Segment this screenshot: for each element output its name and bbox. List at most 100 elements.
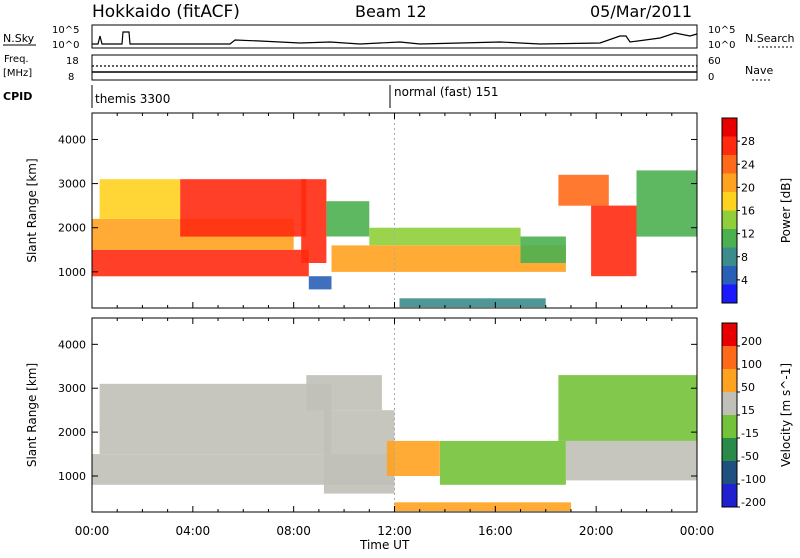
y-axis-label: Slant Range [km] — [25, 158, 39, 262]
scatter-region-5 — [439, 440, 566, 485]
colorbar-tick-label: 50 — [741, 381, 755, 394]
beam-title: Beam 12 — [355, 2, 427, 21]
scatter-region-2 — [99, 179, 181, 219]
scatter-region-1 — [99, 383, 332, 454]
colorbar-swatch-4 — [722, 415, 737, 439]
colorbar-tick-label: 12 — [741, 228, 755, 241]
x-tick-label: 00:00 — [680, 524, 715, 538]
scatter-region-4 — [386, 440, 440, 476]
scatter-region-6 — [565, 440, 697, 481]
nave-tick-high: 60 — [708, 56, 721, 67]
date-title: 05/Mar/2011 — [590, 2, 692, 21]
scatter-region-3 — [323, 410, 395, 494]
x-tick-label: 12:00 — [377, 524, 412, 538]
y-tick-label: 4000 — [58, 133, 86, 146]
y-axis-label: Slant Range [km] — [25, 363, 39, 467]
scatter-region-7 — [369, 227, 521, 246]
cpid-segment-2: normal (fast) 151 — [394, 85, 498, 99]
colorbar-swatch-3 — [722, 173, 737, 193]
scatter-region-4 — [301, 179, 327, 263]
y-tick-label: 1000 — [58, 470, 86, 483]
scatter-region-3 — [180, 179, 307, 237]
colorbar-swatch-8 — [722, 266, 737, 285]
colorbar-tick-label: 100 — [741, 358, 762, 371]
noise-series-line — [92, 31, 698, 45]
colorbar-swatch-0 — [722, 323, 737, 347]
colorbar-swatch-5 — [722, 210, 737, 230]
cpid-label: CPID — [3, 90, 32, 103]
power-panel: 1000 2000 3000 4000 Slant Range [km] 4 8 12 16 20… — [25, 112, 793, 309]
colorbar-swatch-9 — [722, 284, 737, 304]
colorbar-swatch-2 — [722, 369, 737, 393]
freq-label: Freq. — [4, 54, 29, 65]
colorbar-tick-label: 16 — [741, 205, 755, 218]
freq-strip-frame — [91, 54, 698, 81]
colorbar-label: Velocity [m s^-1] — [779, 363, 793, 467]
colorbar-swatch-1 — [722, 136, 737, 156]
freq-tick-low: 8 — [68, 72, 74, 83]
nsky-label: N.Sky — [3, 32, 35, 45]
station-title: Hokkaido (fitACF) — [92, 2, 240, 22]
y-tick-label: 3000 — [58, 382, 86, 395]
scatter-region-2 — [306, 375, 382, 411]
colorbar-tick-label: 24 — [741, 158, 755, 171]
colorbar-tick-label: 200 — [741, 335, 762, 348]
nave-tick-low: 0 — [708, 72, 714, 83]
scatter-region-8 — [634, 375, 697, 441]
colorbar-swatch-6 — [722, 461, 737, 485]
colorbar-label: Power [dB] — [779, 178, 793, 243]
scatter-region-7 — [558, 375, 634, 441]
noise-tick-left-high: 10^5 — [52, 25, 79, 36]
colorbar-swatch-7 — [722, 484, 737, 508]
velocity-panel: 1000 2000 3000 4000 Slant Range [km] 200 100 50… — [25, 317, 793, 538]
colorbar-tick-label: -15 — [741, 427, 759, 440]
colorbar-tick-label: 28 — [741, 135, 755, 148]
colorbar-swatch-6 — [722, 229, 737, 248]
colorbar-swatch-7 — [722, 247, 737, 267]
colorbar-swatch-5 — [722, 438, 737, 462]
y-tick-label: 4000 — [58, 338, 86, 351]
colorbar-tick-label: -50 — [741, 450, 759, 463]
x-tick-label: 16:00 — [478, 524, 513, 538]
scatter-region-8 — [520, 236, 566, 263]
colorbar-swatch-0 — [722, 118, 737, 137]
x-tick-label: 20:00 — [579, 524, 614, 538]
x-tick-label: 00:00 — [75, 524, 110, 538]
colorbar-swatch-4 — [722, 192, 737, 211]
scatter-region-9 — [394, 502, 571, 512]
nave-label: Nave — [745, 64, 773, 77]
freq-unit-label: [MHz] — [3, 68, 32, 79]
colorbar-tick-label: 4 — [741, 274, 748, 287]
scatter-region-9 — [558, 174, 609, 206]
colorbar-tick-label: -200 — [741, 496, 766, 509]
colorbar-swatch-3 — [722, 392, 737, 416]
x-tick-label: 04:00 — [176, 524, 211, 538]
scatter-region-12 — [308, 276, 332, 290]
time-axis-label: Time UT — [359, 538, 410, 552]
scatter-region-10 — [591, 205, 637, 277]
noise-tick-right-high: 10^5 — [708, 25, 735, 36]
y-tick-label: 2000 — [58, 222, 86, 235]
freq-tick-high: 18 — [66, 56, 79, 67]
scatter-region-13 — [399, 298, 546, 308]
colorbar-swatch-2 — [722, 155, 737, 174]
scatter-region-11 — [636, 170, 697, 237]
y-tick-label: 3000 — [58, 178, 86, 191]
colorbar-tick-label: 20 — [741, 181, 755, 194]
noise-tick-left-low: 10^0 — [52, 40, 79, 51]
x-tick-label: 08:00 — [276, 524, 311, 538]
y-tick-label: 2000 — [58, 426, 86, 439]
colorbar-tick-label: 15 — [741, 404, 755, 417]
cpid-segment-1: themis 3300 — [95, 92, 170, 106]
scatter-region-5 — [326, 201, 370, 237]
scatter-region-0 — [92, 249, 309, 277]
colorbar-swatch-1 — [722, 346, 737, 370]
noise-tick-right-low: 10^0 — [708, 40, 735, 51]
nsearch-label: N.Search — [745, 32, 795, 45]
y-tick-label: 1000 — [58, 266, 86, 279]
colorbar-tick-label: 8 — [741, 251, 748, 264]
noise-strip-frame — [91, 24, 698, 49]
colorbar-tick-label: -100 — [741, 473, 766, 486]
